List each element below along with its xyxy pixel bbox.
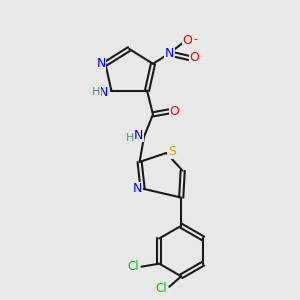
- Text: S: S: [168, 145, 176, 158]
- Text: H: H: [92, 87, 100, 97]
- Text: Cl: Cl: [155, 282, 167, 295]
- Text: O: O: [182, 34, 192, 47]
- Text: N: N: [165, 47, 174, 60]
- Text: O: O: [170, 105, 180, 118]
- Text: N: N: [99, 85, 109, 98]
- Text: H: H: [126, 133, 134, 143]
- Text: N: N: [134, 129, 143, 142]
- Text: N: N: [133, 182, 142, 195]
- Text: N: N: [96, 57, 106, 70]
- Text: -: -: [194, 34, 197, 44]
- Text: O: O: [190, 51, 200, 64]
- Text: Cl: Cl: [128, 260, 139, 273]
